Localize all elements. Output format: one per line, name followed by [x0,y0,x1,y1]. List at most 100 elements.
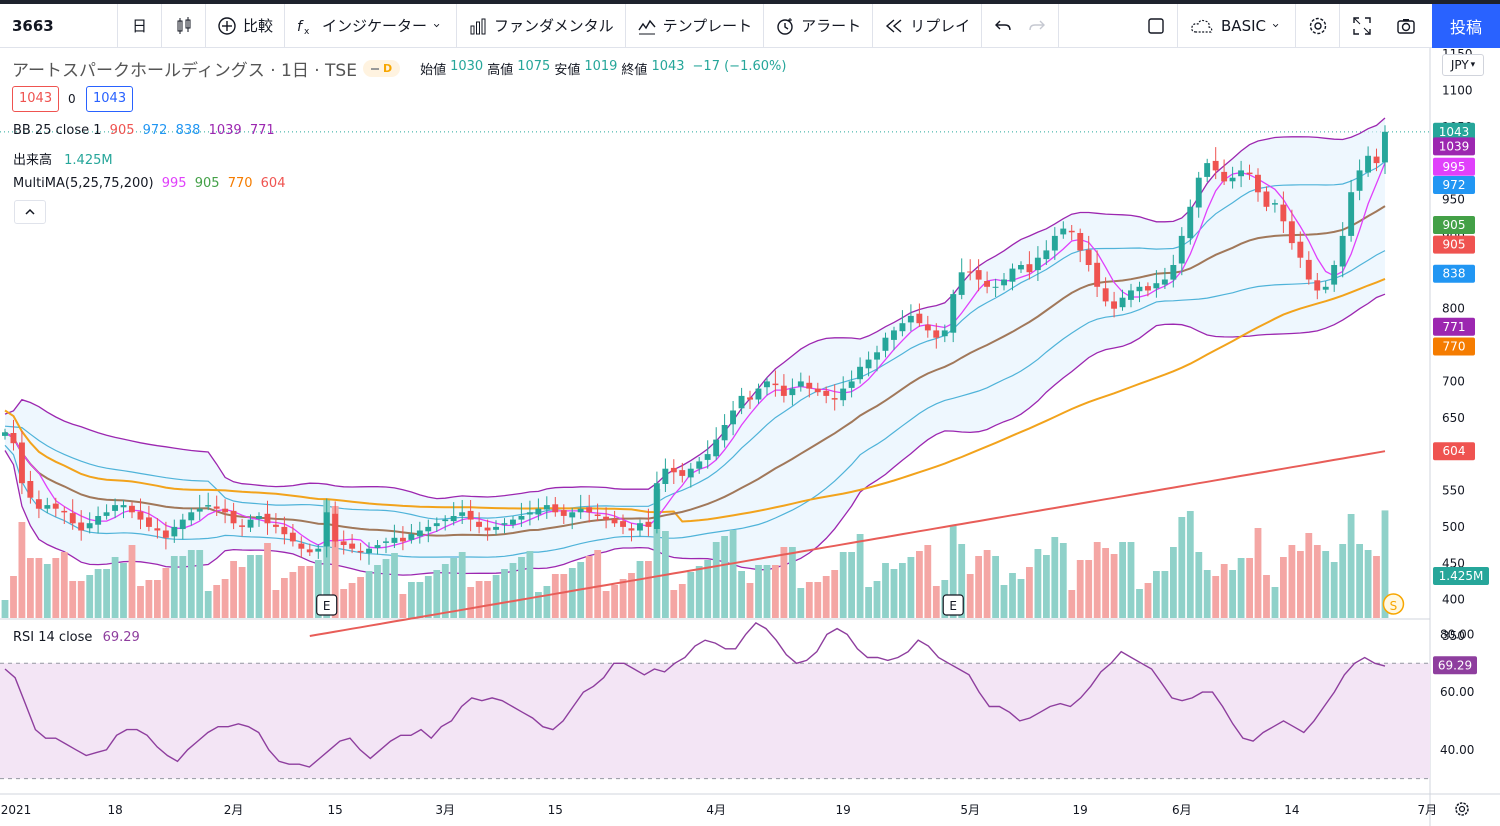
ma200-line [309,450,1386,637]
time-axis[interactable]: 2021182月153月154月195月196月147月14 [1,802,1500,817]
candle-body [2,432,8,436]
volume-bar [187,550,195,618]
candle-body [179,519,186,530]
replay-button[interactable]: リプレイ [873,3,983,48]
chart-area[interactable]: EES 115011001050100095090085080075070065… [0,47,1500,826]
split-marker-circle [1382,593,1405,615]
expand-button[interactable] [1340,4,1384,48]
volume-bar [1237,558,1245,618]
open-label: 始値 [420,63,447,78]
volume-bar [839,552,847,618]
rsi-axis-label: 40.00 [1440,743,1474,757]
chart-style-button[interactable] [162,3,206,48]
volume-bar [424,576,432,618]
multima-legend[interactable]: MultiMA(5,25,75,200) 995 905 770 604 [13,176,285,191]
volume-bar [1068,590,1076,618]
data-status-badge[interactable]: D [362,60,401,77]
chart-canvas[interactable]: EES 115011001050100095090085080075070065… [0,47,1500,826]
volume-bar [1246,558,1253,618]
snapshot-button[interactable] [1384,4,1428,48]
volume-bar [983,550,991,618]
bb-legend[interactable]: BB 25 close 1 905 972 838 1039 771 [13,123,275,138]
legend-collapse-button[interactable] [14,200,46,224]
candle-body [1322,286,1329,290]
volume-bar [111,557,119,618]
volume-bar [805,582,813,618]
candle-body [806,382,813,389]
volume-bar [382,559,390,618]
candle-body [865,359,872,369]
volume-bar [1043,555,1050,618]
time-axis-label: 15 [548,803,563,817]
fullscreen-toggle-button[interactable] [1134,3,1179,48]
symbol-title[interactable]: アートスパークホールディングス · 1日 · TSE [12,61,357,81]
event-marker[interactable]: E [316,594,338,616]
symbol-search[interactable]: 3663 [0,3,118,48]
sell-price-box[interactable]: 1043 [12,86,60,112]
event-marker[interactable]: E [942,594,964,616]
alert-button[interactable]: アラート [764,3,874,48]
fundamentals-button[interactable]: ファンダメンタル [457,3,626,48]
rsi-pane [0,622,1430,780]
candle-body [129,505,135,513]
candle-body [349,543,356,549]
post-button[interactable]: 投稿 [1432,4,1500,48]
candle-body [941,330,948,337]
candle-body [1365,155,1371,173]
time-axis-label: 19 [1073,803,1088,817]
volume-bar [670,590,678,618]
volume-bar [179,556,187,618]
candle-body [230,510,237,524]
volume-bar [416,582,424,618]
axis-settings-gear-icon[interactable] [1455,802,1469,816]
volume-bar [1119,542,1126,618]
buy-price-box[interactable]: 1043 [86,86,134,112]
volume-bar [594,550,602,618]
candle-body [205,505,212,507]
candle-body [1195,177,1202,208]
bb-label: BB 25 close 1 [13,123,102,138]
interval-button[interactable]: 日 [118,3,162,48]
undo-icon[interactable] [993,16,1013,36]
settings-button[interactable] [1296,3,1340,48]
volume-bar [831,570,839,618]
legend-title-row: アートスパークホールディングス · 1日 · TSE D 始値 1030 高値 10… [12,56,786,81]
candle-body [154,528,161,531]
candle-body [69,513,76,524]
event-marker[interactable]: S [1382,593,1405,615]
close-value: 1043 [651,59,685,74]
candle-body [239,525,245,527]
volume-bar [314,560,322,618]
currency-button[interactable]: JPY ▾ [1442,54,1484,76]
candle-body [950,294,957,333]
volume-bar [848,552,855,618]
volume-bar [475,581,483,618]
candle-body [933,330,940,338]
volume-bar [1093,542,1101,618]
redo-icon[interactable] [1027,16,1047,36]
candle-body [86,523,93,529]
price-tag-bg [1433,337,1475,356]
volume-bar [526,551,534,618]
volume-legend[interactable]: 出来高 1.425M [13,149,113,168]
price-axis-label: 950 [1442,193,1465,207]
candle-body [848,381,855,388]
multima-label: MultiMA(5,25,75,200) [13,176,154,191]
layout-label: BASIC [1221,16,1266,35]
ma5-value: 995 [161,176,187,191]
layout-button[interactable]: BASIC [1178,3,1296,48]
rsi-value: 69.29 [102,630,140,645]
volume-bar [103,569,110,618]
candle-body [1060,228,1067,235]
volume-bar [763,565,771,618]
compare-button[interactable]: 比較 [206,3,286,48]
rsi-legend[interactable]: RSI 14 close 69.29 [13,630,140,645]
volume-bar [780,547,788,618]
currency-label: JPY [1450,58,1469,72]
templates-button[interactable]: テンプレート [626,3,765,48]
candles[interactable] [2,125,1388,565]
candle-body [687,468,694,478]
candle-body [1382,131,1388,163]
